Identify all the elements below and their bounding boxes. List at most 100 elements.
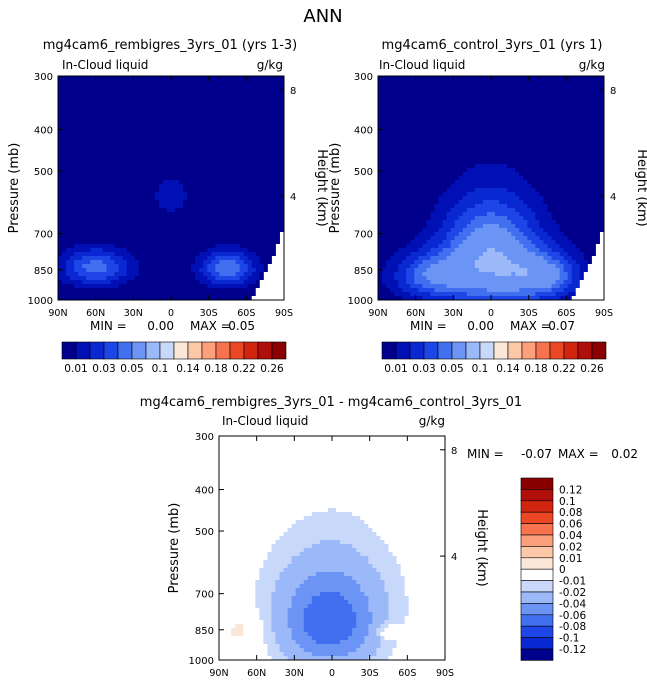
- contour-cell: [450, 184, 456, 189]
- contour-cell: [94, 128, 99, 133]
- contour-cell: [70, 80, 75, 85]
- contour-cell: [179, 132, 184, 137]
- contour-cell: [166, 148, 172, 153]
- contour-cell: [62, 284, 67, 289]
- contour-cell: [179, 224, 184, 229]
- contour-cell: [102, 196, 107, 201]
- contour-cell: [235, 208, 241, 213]
- contour-cell: [126, 256, 132, 261]
- contour-cell: [62, 200, 67, 205]
- contour-cell: [58, 168, 63, 173]
- contour-cell: [162, 264, 168, 269]
- contour-cell: [539, 116, 544, 121]
- contour-cell: [414, 100, 419, 105]
- contour-cell: [382, 132, 387, 137]
- contour-cell: [175, 152, 180, 157]
- contour-cell: [175, 228, 180, 233]
- contour-cell: [235, 156, 241, 161]
- contour-cell: [195, 208, 200, 213]
- contour-cell: [563, 128, 569, 133]
- contour-cell: [398, 80, 403, 85]
- contour-cell: [394, 120, 399, 125]
- contour-cell: [211, 220, 216, 225]
- contour-cell: [579, 104, 585, 109]
- contour-cell: [158, 244, 164, 249]
- contour-cell: [102, 144, 107, 149]
- contour-cell: [251, 148, 257, 153]
- contour-cell: [203, 252, 208, 257]
- x-tick-label: 30S: [200, 308, 218, 319]
- contour-cell: [203, 260, 208, 265]
- contour-cell: [183, 128, 188, 133]
- contour-cell: [150, 76, 156, 81]
- contour-cell: [158, 104, 164, 109]
- contour-cell: [422, 140, 427, 145]
- contour-cell: [499, 196, 504, 201]
- panel-2-units: g/kg: [579, 58, 605, 72]
- contour-cell: [231, 124, 236, 129]
- contour-cell: [166, 132, 172, 137]
- contour-cell: [446, 116, 452, 121]
- contour-cell: [378, 192, 383, 197]
- contour-cell: [219, 184, 224, 189]
- contour-cell: [470, 76, 476, 81]
- contour-cell: [507, 156, 512, 161]
- contour-cell: [199, 124, 204, 129]
- contour-cell: [126, 116, 132, 121]
- contour-cell: [243, 212, 249, 217]
- contour-cell: [187, 188, 192, 193]
- contour-cell: [239, 96, 245, 101]
- contour-cell: [102, 220, 107, 225]
- contour-cell: [82, 240, 87, 245]
- contour-cell: [247, 216, 253, 221]
- contour-cell: [215, 168, 220, 173]
- contour-cell: [223, 240, 228, 245]
- contour-cell: [223, 212, 228, 217]
- contour-cell: [158, 240, 164, 245]
- contour-cell: [138, 288, 144, 293]
- contour-cell: [58, 180, 63, 185]
- contour-cell: [114, 260, 119, 265]
- contour-cell: [422, 192, 427, 197]
- contour-cell: [275, 116, 281, 121]
- contour-cell: [527, 172, 532, 177]
- contour-cell: [74, 128, 79, 133]
- contour-cell: [390, 100, 395, 105]
- contour-cell: [122, 176, 128, 181]
- contour-cell: [138, 228, 144, 233]
- contour-cell: [199, 156, 204, 161]
- contour-cell: [559, 188, 565, 193]
- contour-cell: [583, 104, 589, 109]
- contour-cell: [410, 168, 415, 173]
- contour-cell: [90, 140, 95, 145]
- contour-cell: [599, 128, 604, 133]
- contour-cell: [199, 196, 204, 201]
- contour-cell: [402, 76, 407, 81]
- contour-cell: [259, 236, 265, 241]
- contour-cell: [134, 236, 140, 241]
- contour-cell: [82, 172, 87, 177]
- contour-cell: [398, 140, 403, 145]
- contour-cell: [203, 196, 208, 201]
- contour-cell: [215, 200, 220, 205]
- contour-cell: [559, 128, 565, 133]
- contour-cell: [211, 240, 216, 245]
- contour-cell: [271, 152, 277, 157]
- contour-cell: [150, 132, 156, 137]
- contour-cell: [166, 160, 172, 165]
- contour-cell: [394, 188, 399, 193]
- contour-cell: [239, 192, 245, 197]
- contour-cell: [94, 284, 99, 289]
- contour-cell: [106, 292, 111, 297]
- contour-cell: [587, 120, 593, 125]
- contour-cell: [74, 168, 79, 173]
- contour-cell: [470, 200, 476, 205]
- contour-cell: [114, 196, 119, 201]
- contour-cell: [82, 92, 87, 97]
- contour-cell: [410, 124, 415, 129]
- contour-cell: [394, 140, 399, 145]
- contour-cell: [102, 192, 107, 197]
- contour-cell: [215, 184, 220, 189]
- contour-cell: [114, 148, 119, 153]
- contour-cell: [587, 112, 593, 117]
